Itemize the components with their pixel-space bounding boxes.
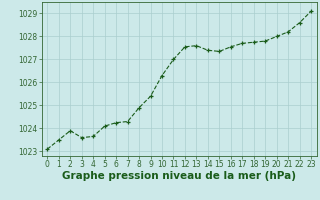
X-axis label: Graphe pression niveau de la mer (hPa): Graphe pression niveau de la mer (hPa): [62, 171, 296, 181]
